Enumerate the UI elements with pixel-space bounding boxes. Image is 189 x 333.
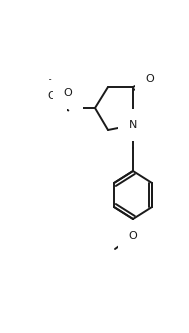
- Text: O: O: [129, 231, 137, 241]
- Text: O: O: [146, 74, 154, 84]
- Text: O: O: [64, 88, 72, 98]
- Text: N: N: [129, 120, 137, 130]
- Text: O: O: [48, 91, 56, 101]
